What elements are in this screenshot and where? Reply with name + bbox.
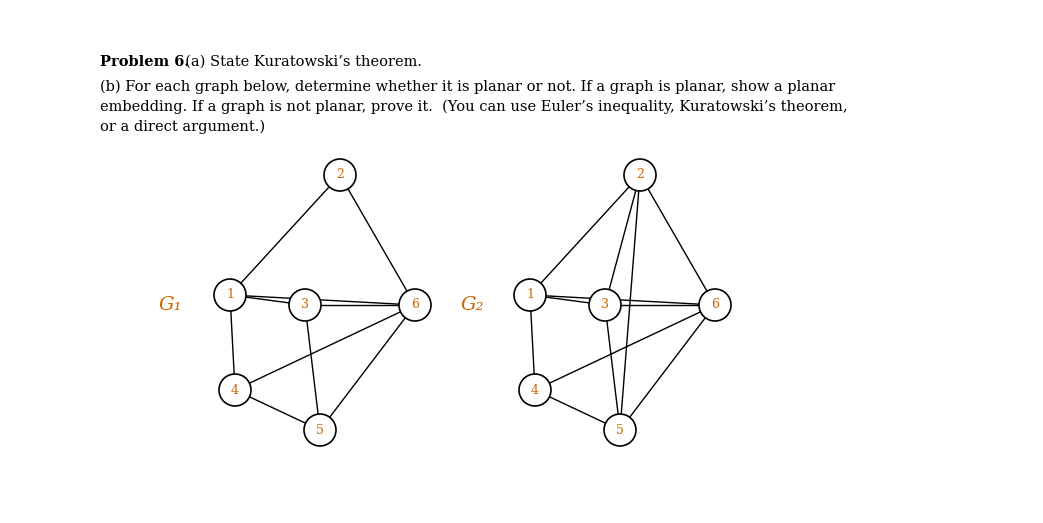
Text: (a) State Kuratowski’s theorem.: (a) State Kuratowski’s theorem. [176, 55, 422, 69]
Text: G₂: G₂ [460, 296, 484, 314]
Text: 1: 1 [526, 289, 534, 301]
Text: or a direct argument.): or a direct argument.) [100, 120, 265, 134]
Circle shape [589, 289, 621, 321]
Text: 3: 3 [601, 299, 609, 312]
Circle shape [214, 279, 246, 311]
Circle shape [514, 279, 545, 311]
Circle shape [699, 289, 731, 321]
Text: G₁: G₁ [159, 296, 181, 314]
Circle shape [289, 289, 321, 321]
Circle shape [324, 159, 356, 191]
Text: 5: 5 [616, 424, 624, 437]
Text: 1: 1 [226, 289, 234, 301]
Text: 2: 2 [336, 168, 344, 181]
Text: 3: 3 [301, 299, 309, 312]
Circle shape [604, 414, 636, 446]
Circle shape [304, 414, 336, 446]
Text: (b) For each graph below, determine whether it is planar or not. If a graph is p: (b) For each graph below, determine whet… [100, 80, 835, 94]
Text: embedding. If a graph is not planar, prove it.  (You can use Euler’s inequality,: embedding. If a graph is not planar, pro… [100, 100, 848, 115]
Circle shape [519, 374, 551, 406]
Text: Problem 6.: Problem 6. [100, 55, 190, 69]
Text: 4: 4 [531, 383, 539, 396]
Circle shape [399, 289, 431, 321]
Text: 5: 5 [316, 424, 324, 437]
Text: 4: 4 [231, 383, 239, 396]
Circle shape [219, 374, 251, 406]
Text: 6: 6 [711, 299, 719, 312]
Text: 2: 2 [636, 168, 644, 181]
Text: 6: 6 [411, 299, 419, 312]
Circle shape [624, 159, 656, 191]
